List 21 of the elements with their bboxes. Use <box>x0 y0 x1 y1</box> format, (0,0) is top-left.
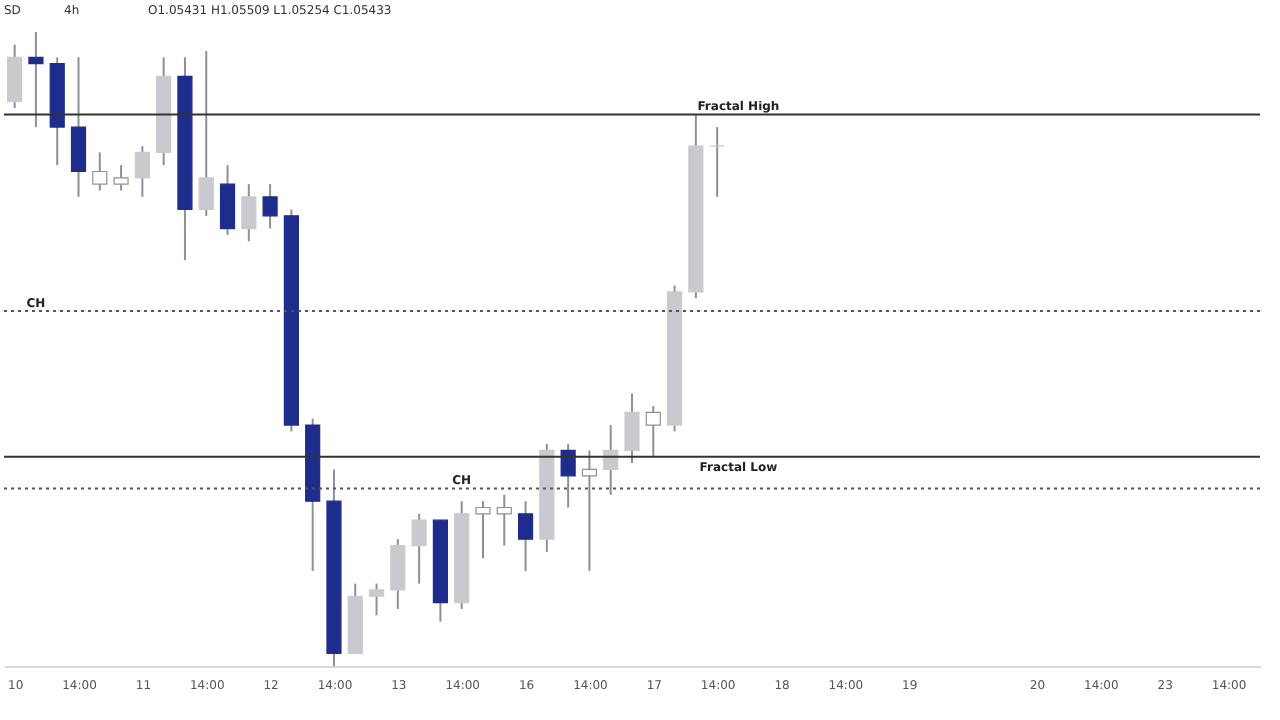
candlestick <box>475 500 491 560</box>
candlestick <box>560 443 576 509</box>
candlestick <box>113 164 129 192</box>
candlestick <box>368 582 385 617</box>
candlestick <box>496 493 512 547</box>
candlestick <box>92 151 108 192</box>
candlestick <box>134 145 150 198</box>
candlestick <box>262 183 278 230</box>
candlestick <box>624 392 640 465</box>
candlestick <box>219 164 236 236</box>
candlestick <box>645 405 661 458</box>
candlestick <box>7 43 23 110</box>
candlestick <box>70 56 87 198</box>
candlestick <box>241 183 257 243</box>
candlestick <box>581 449 598 572</box>
candlestick <box>411 512 427 585</box>
candlestick <box>28 31 44 129</box>
candlestick <box>709 126 725 198</box>
candlestick <box>198 50 214 217</box>
candlestick <box>390 538 406 610</box>
candlestick <box>517 500 534 572</box>
